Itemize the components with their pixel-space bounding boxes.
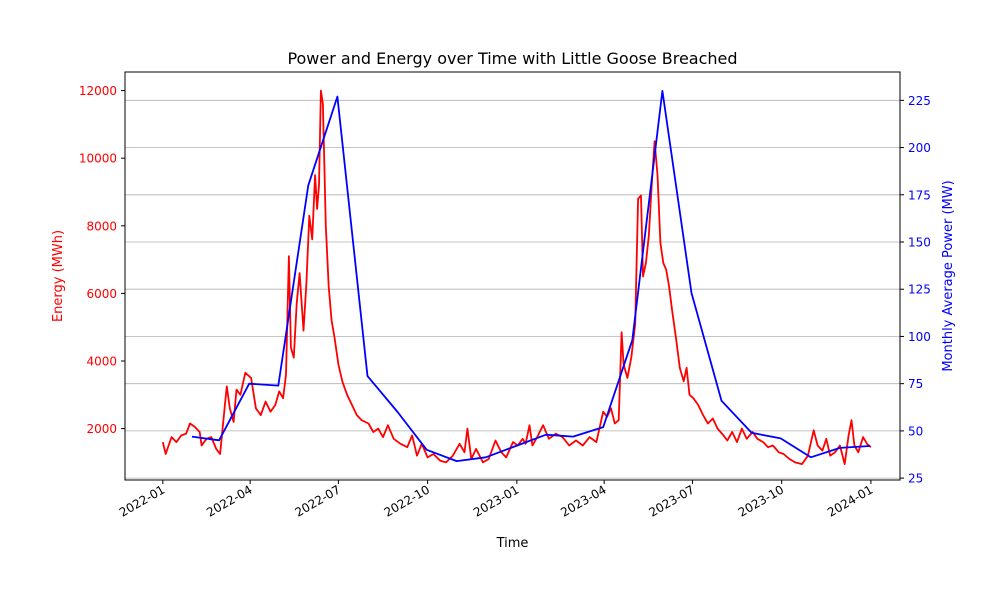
left-y-tick-label: 2000 xyxy=(86,422,117,436)
right-y-tick-label: 25 xyxy=(908,472,923,486)
right-y-tick-label: 225 xyxy=(908,94,931,108)
left-y-tick-label: 4000 xyxy=(86,355,117,369)
right-y-axis-label: Monthly Average Power (MW) xyxy=(941,180,956,371)
right-y-tick-label: 150 xyxy=(908,236,931,250)
right-y-tick-label: 125 xyxy=(908,283,931,297)
right-y-tick-label: 175 xyxy=(908,188,931,202)
plot-frame xyxy=(124,71,901,481)
left-y-axis-label: Energy (MWh) xyxy=(51,230,66,322)
left-y-tick-label: 10000 xyxy=(79,152,117,166)
chart-title: Power and Energy over Time with Little G… xyxy=(287,49,737,68)
right-y-tick-label: 100 xyxy=(908,330,931,344)
series-layer xyxy=(161,89,872,466)
energy-series-line xyxy=(161,89,872,466)
right-y-axis-ticks: 25 50 75 100 125 150 175 200 225 xyxy=(900,94,931,486)
left-y-tick-label: 12000 xyxy=(79,84,117,98)
x-axis-label: Time xyxy=(496,536,529,551)
left-y-axis-ticks: 2000 4000 6000 8000 10000 12000 xyxy=(79,84,125,436)
right-y-tick-label: 50 xyxy=(908,424,923,438)
right-y-tick-label: 200 xyxy=(908,141,931,155)
monthly-power-series-line xyxy=(191,90,870,463)
right-y-tick-label: 75 xyxy=(908,377,923,391)
left-y-tick-label: 8000 xyxy=(86,219,117,233)
left-y-tick-label: 6000 xyxy=(86,287,117,301)
